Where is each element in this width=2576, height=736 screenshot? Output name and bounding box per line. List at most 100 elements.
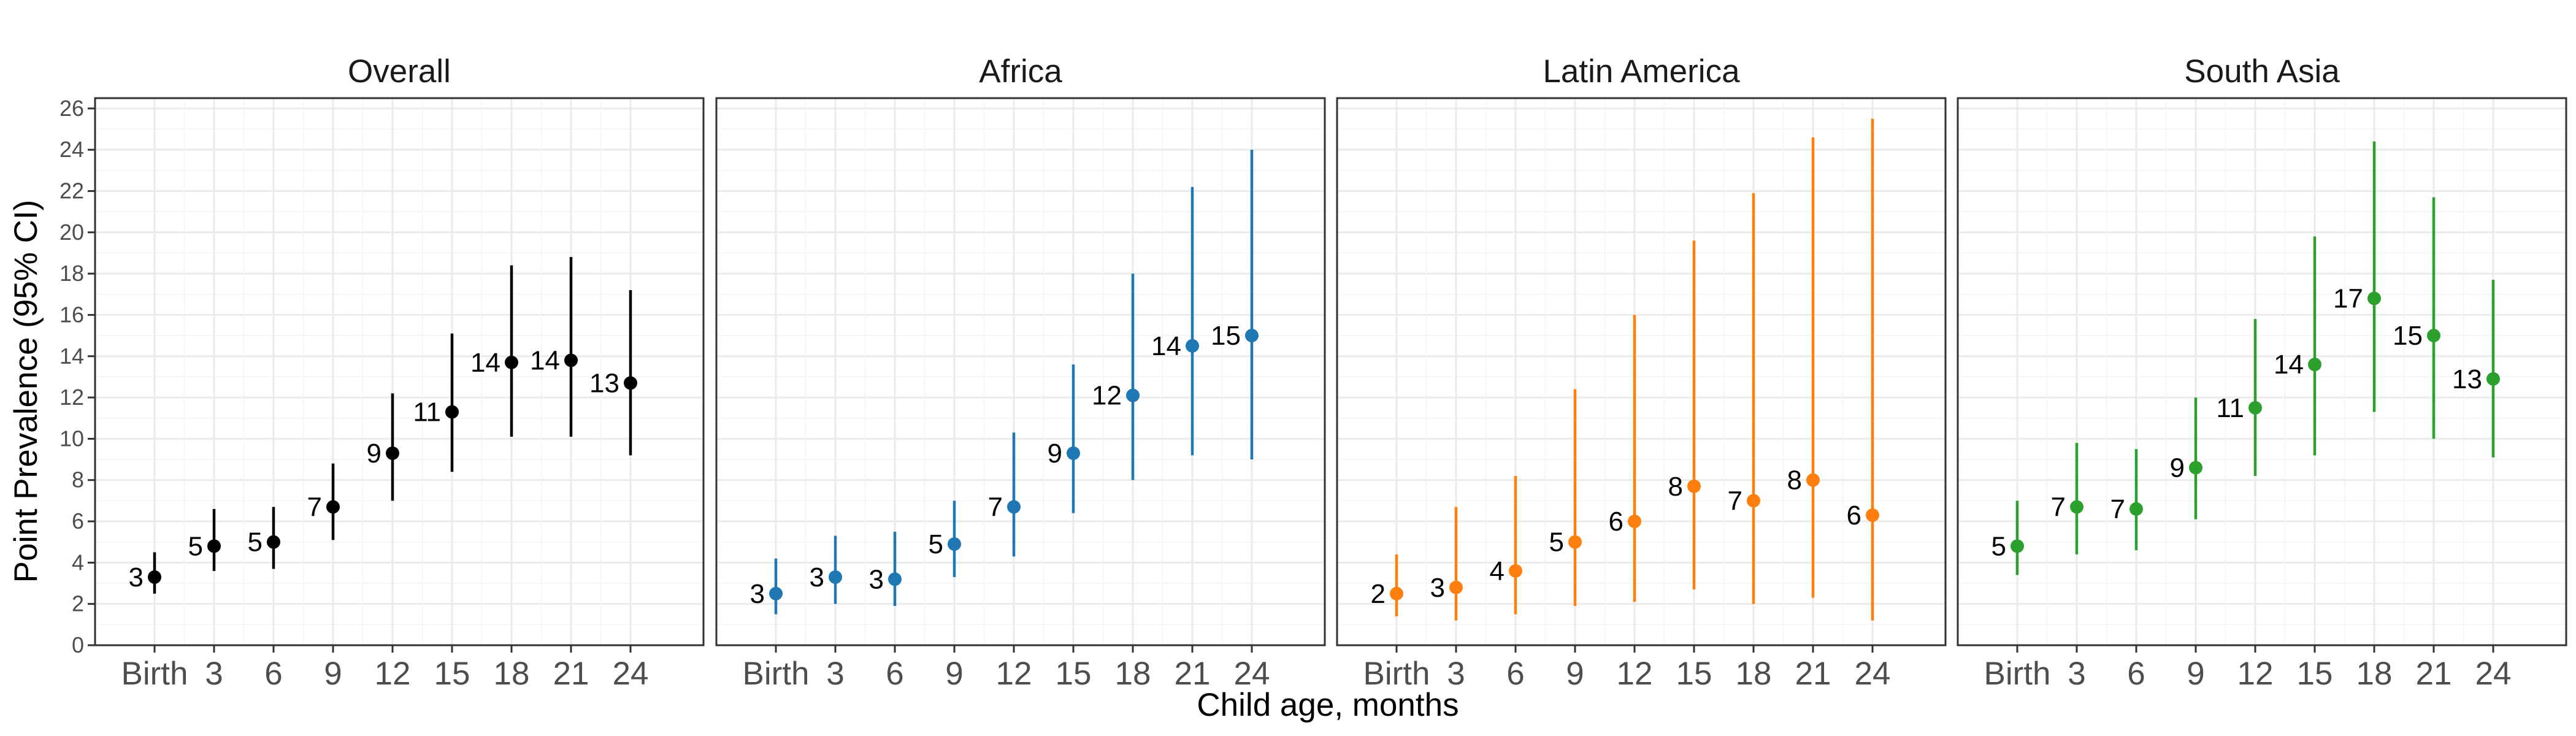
x-tick-label: 12 <box>375 656 411 692</box>
x-tick-label: 21 <box>1795 656 1831 692</box>
estimate-point <box>207 539 221 553</box>
point-label: 7 <box>307 492 322 522</box>
estimate-point <box>326 500 340 514</box>
x-tick-label: 15 <box>1676 656 1712 692</box>
panel-africa: 3 3 3 5 7 9 12 14 15 Birth 3 6 9 12 15 18 21 24 Africa <box>715 53 1326 692</box>
estimate-point <box>1747 494 1760 508</box>
point-label: 15 <box>1211 321 1241 351</box>
point-label: 14 <box>470 348 500 378</box>
point-label: 12 <box>1092 381 1122 411</box>
panel-south-asia: 5 7 7 9 11 14 17 15 13 Birth 3 6 9 12 15 18 21 24 South As… <box>1957 53 2567 692</box>
y-tick-label: 8 <box>72 467 84 493</box>
facet-title: South Asia <box>2184 53 2340 90</box>
point-label: 5 <box>1991 531 2006 561</box>
estimate-point <box>1186 339 1199 353</box>
x-tick-label: 21 <box>1175 656 1211 692</box>
facet-title: Africa <box>979 53 1062 90</box>
y-tick-label: 22 <box>59 178 84 203</box>
point-label: 14 <box>2274 350 2304 380</box>
panel-background <box>95 98 703 645</box>
facet-title: Overall <box>348 53 451 90</box>
estimate-point <box>1568 535 1582 549</box>
point-label: 5 <box>1549 527 1564 558</box>
x-tick-label: Birth <box>121 656 188 692</box>
x-tick-label: 6 <box>1506 656 1524 692</box>
point-label: 15 <box>2393 321 2423 351</box>
point-label: 7 <box>1728 486 1742 516</box>
point-label: 7 <box>2051 492 2066 522</box>
y-tick-label: 12 <box>59 385 84 410</box>
point-label: 2 <box>1371 579 1386 609</box>
x-tick-label: 6 <box>886 656 903 692</box>
estimate-point <box>1245 329 1259 343</box>
point-label: 7 <box>2110 494 2125 524</box>
x-axis-title: Child age, months <box>1197 687 1459 723</box>
point-label: 9 <box>2170 453 2185 483</box>
x-tick-label: 24 <box>613 656 649 692</box>
point-label: 11 <box>413 397 441 427</box>
x-tick-label: 24 <box>1855 656 1891 692</box>
point-label: 3 <box>129 562 144 592</box>
estimate-point <box>1007 500 1021 514</box>
y-tick-label: 18 <box>59 261 84 286</box>
x-tick-label: 12 <box>1617 656 1653 692</box>
x-tick-label: 15 <box>1056 656 1092 692</box>
facet-title: Latin America <box>1543 53 1740 90</box>
estimate-point <box>1126 388 1140 402</box>
x-tick-label: 3 <box>1447 656 1465 692</box>
point-label: 13 <box>589 369 619 399</box>
estimate-point <box>148 570 161 584</box>
y-tick-label: 24 <box>59 137 84 162</box>
y-tick-label: 14 <box>59 343 84 369</box>
x-tick-label: 18 <box>1115 656 1151 692</box>
point-label: 3 <box>869 564 884 594</box>
estimate-point <box>2070 500 2083 514</box>
x-tick-label: 3 <box>2068 656 2085 692</box>
x-tick-label: 9 <box>2187 656 2204 692</box>
point-label: 5 <box>188 531 203 561</box>
estimate-point <box>769 586 783 600</box>
y-tick-label: 4 <box>72 550 84 575</box>
estimate-point <box>267 535 280 549</box>
panel-border <box>94 97 705 646</box>
point-label: 14 <box>1151 331 1181 361</box>
x-tick-label: 6 <box>264 656 282 692</box>
estimate-point <box>2308 358 2321 372</box>
estimate-point <box>1628 515 1641 529</box>
estimate-point <box>2486 372 2500 386</box>
estimate-point <box>1067 446 1080 460</box>
x-tick-label: 24 <box>2475 656 2512 692</box>
point-label: 6 <box>1609 507 1623 537</box>
estimate-point <box>2189 461 2202 475</box>
estimate-point <box>624 376 637 390</box>
x-tick-label: 18 <box>1736 656 1772 692</box>
estimate-point <box>1390 586 1403 600</box>
point-label: 8 <box>1787 466 1802 496</box>
estimate-point <box>948 537 961 551</box>
x-tick-label: 24 <box>1234 656 1270 692</box>
x-tick-label: 3 <box>826 656 844 692</box>
estimate-point <box>1866 508 1879 522</box>
panel-latin-america: 2 3 4 5 6 8 7 8 6 Birth 3 6 9 12 15 18 21 24 Latin America <box>1336 53 1947 692</box>
x-tick-label: 21 <box>553 656 589 692</box>
estimate-point <box>1509 564 1522 578</box>
y-tick-label: 2 <box>72 591 84 616</box>
estimate-point <box>1687 479 1701 493</box>
x-tick-label: 12 <box>996 656 1032 692</box>
x-tick-label: Birth <box>743 656 810 692</box>
x-tick-label: 12 <box>2237 656 2274 692</box>
y-axis-title: Point Prevalence (95% CI) <box>8 200 44 583</box>
point-label: 6 <box>1847 500 1861 531</box>
y-tick-label: 6 <box>72 508 84 534</box>
x-tick-label: 9 <box>324 656 342 692</box>
point-label: 9 <box>1048 439 1062 469</box>
panels-layer: 3 5 5 7 9 11 14 14 13 Birth 3 6 9 12 15 18 21 24 Overall 3 3… <box>94 53 2567 692</box>
estimate-point <box>1449 580 1463 594</box>
y-tick-label: 16 <box>59 302 84 327</box>
point-label: 9 <box>367 439 381 469</box>
point-label: 3 <box>810 562 824 592</box>
x-tick-label: Birth <box>1984 656 2051 692</box>
x-tick-label: Birth <box>1363 656 1430 692</box>
estimate-point <box>564 353 578 367</box>
point-label: 3 <box>1430 573 1445 603</box>
